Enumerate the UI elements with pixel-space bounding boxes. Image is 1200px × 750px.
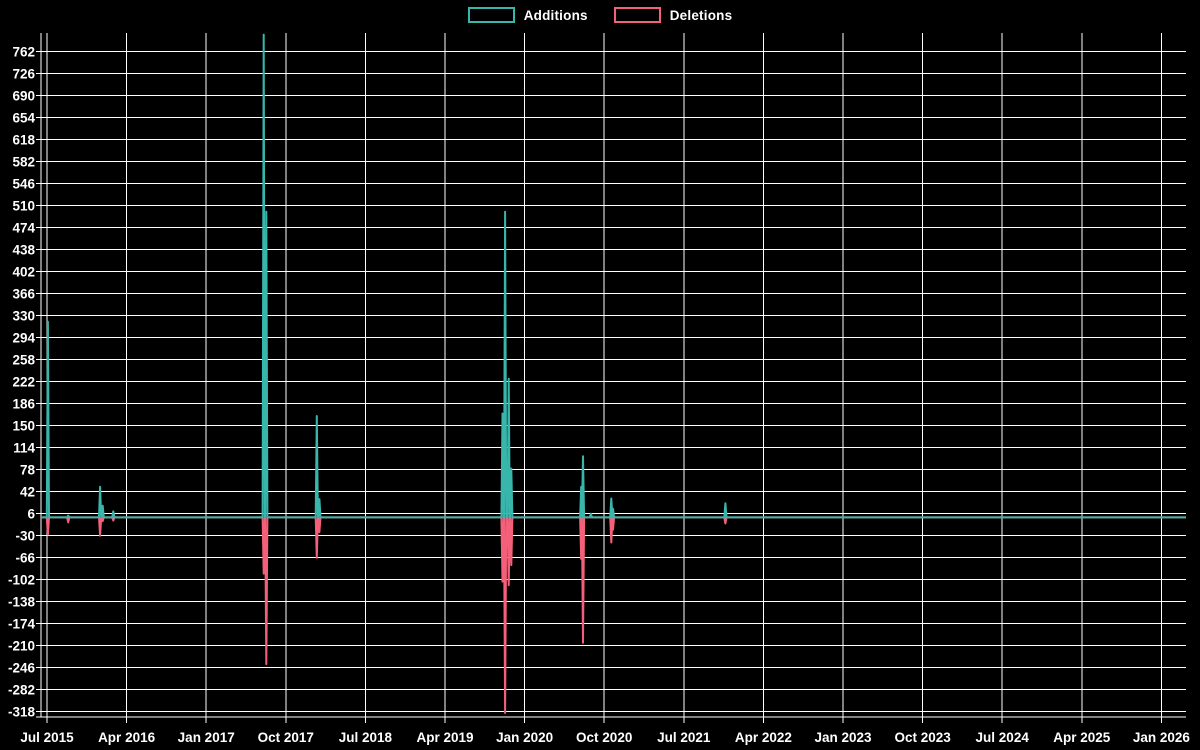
svg-text:Oct 2020: Oct 2020 bbox=[576, 730, 632, 745]
svg-text:Apr 2016: Apr 2016 bbox=[98, 730, 156, 745]
additions-swatch-icon bbox=[467, 7, 515, 23]
svg-text:-30: -30 bbox=[15, 529, 35, 544]
svg-text:546: 546 bbox=[12, 177, 35, 192]
svg-text:Oct 2017: Oct 2017 bbox=[258, 730, 314, 745]
svg-text:Jan 2026: Jan 2026 bbox=[1133, 730, 1191, 745]
svg-text:-66: -66 bbox=[15, 551, 35, 566]
svg-text:618: 618 bbox=[12, 133, 35, 148]
deletions-swatch-icon bbox=[613, 7, 661, 23]
svg-text:Jul 2021: Jul 2021 bbox=[657, 730, 711, 745]
svg-text:Jan 2020: Jan 2020 bbox=[496, 730, 553, 745]
svg-text:654: 654 bbox=[12, 111, 35, 126]
svg-text:Oct 2023: Oct 2023 bbox=[894, 730, 951, 745]
svg-text:Apr 2022: Apr 2022 bbox=[735, 730, 792, 745]
svg-text:258: 258 bbox=[12, 353, 35, 368]
svg-text:-282: -282 bbox=[8, 683, 35, 698]
svg-text:222: 222 bbox=[12, 375, 35, 390]
svg-text:Apr 2025: Apr 2025 bbox=[1053, 730, 1111, 745]
chart-legend: Additions Deletions bbox=[0, 7, 1200, 23]
svg-text:Jan 2023: Jan 2023 bbox=[814, 730, 872, 745]
svg-text:Jul 2015: Jul 2015 bbox=[20, 730, 74, 745]
svg-text:6: 6 bbox=[27, 507, 35, 522]
svg-text:Apr 2019: Apr 2019 bbox=[416, 730, 473, 745]
legend-label-additions: Additions bbox=[523, 7, 588, 23]
svg-text:150: 150 bbox=[12, 419, 35, 434]
legend-label-deletions: Deletions bbox=[669, 7, 733, 23]
svg-text:Jul 2024: Jul 2024 bbox=[976, 730, 1030, 745]
svg-text:42: 42 bbox=[20, 485, 35, 500]
legend-item-additions: Additions bbox=[467, 7, 588, 23]
svg-text:-138: -138 bbox=[8, 595, 36, 610]
svg-text:Jan 2017: Jan 2017 bbox=[178, 730, 235, 745]
svg-text:438: 438 bbox=[12, 243, 35, 258]
svg-text:78: 78 bbox=[20, 463, 36, 478]
svg-text:-102: -102 bbox=[8, 573, 35, 588]
svg-text:-174: -174 bbox=[8, 617, 36, 632]
svg-text:114: 114 bbox=[13, 441, 35, 456]
svg-text:510: 510 bbox=[12, 199, 35, 214]
svg-text:582: 582 bbox=[12, 155, 35, 170]
svg-text:402: 402 bbox=[12, 265, 35, 280]
svg-text:330: 330 bbox=[12, 309, 35, 324]
svg-text:366: 366 bbox=[12, 287, 35, 302]
svg-text:294: 294 bbox=[12, 331, 35, 346]
legend-item-deletions: Deletions bbox=[613, 7, 733, 23]
svg-text:186: 186 bbox=[12, 397, 35, 412]
svg-text:-318: -318 bbox=[8, 705, 36, 720]
svg-text:726: 726 bbox=[12, 67, 35, 82]
svg-text:690: 690 bbox=[12, 89, 35, 104]
svg-text:474: 474 bbox=[12, 221, 35, 236]
svg-text:762: 762 bbox=[12, 45, 35, 60]
svg-text:-210: -210 bbox=[8, 639, 35, 654]
svg-text:-246: -246 bbox=[8, 661, 36, 676]
svg-text:Jul 2018: Jul 2018 bbox=[339, 730, 393, 745]
